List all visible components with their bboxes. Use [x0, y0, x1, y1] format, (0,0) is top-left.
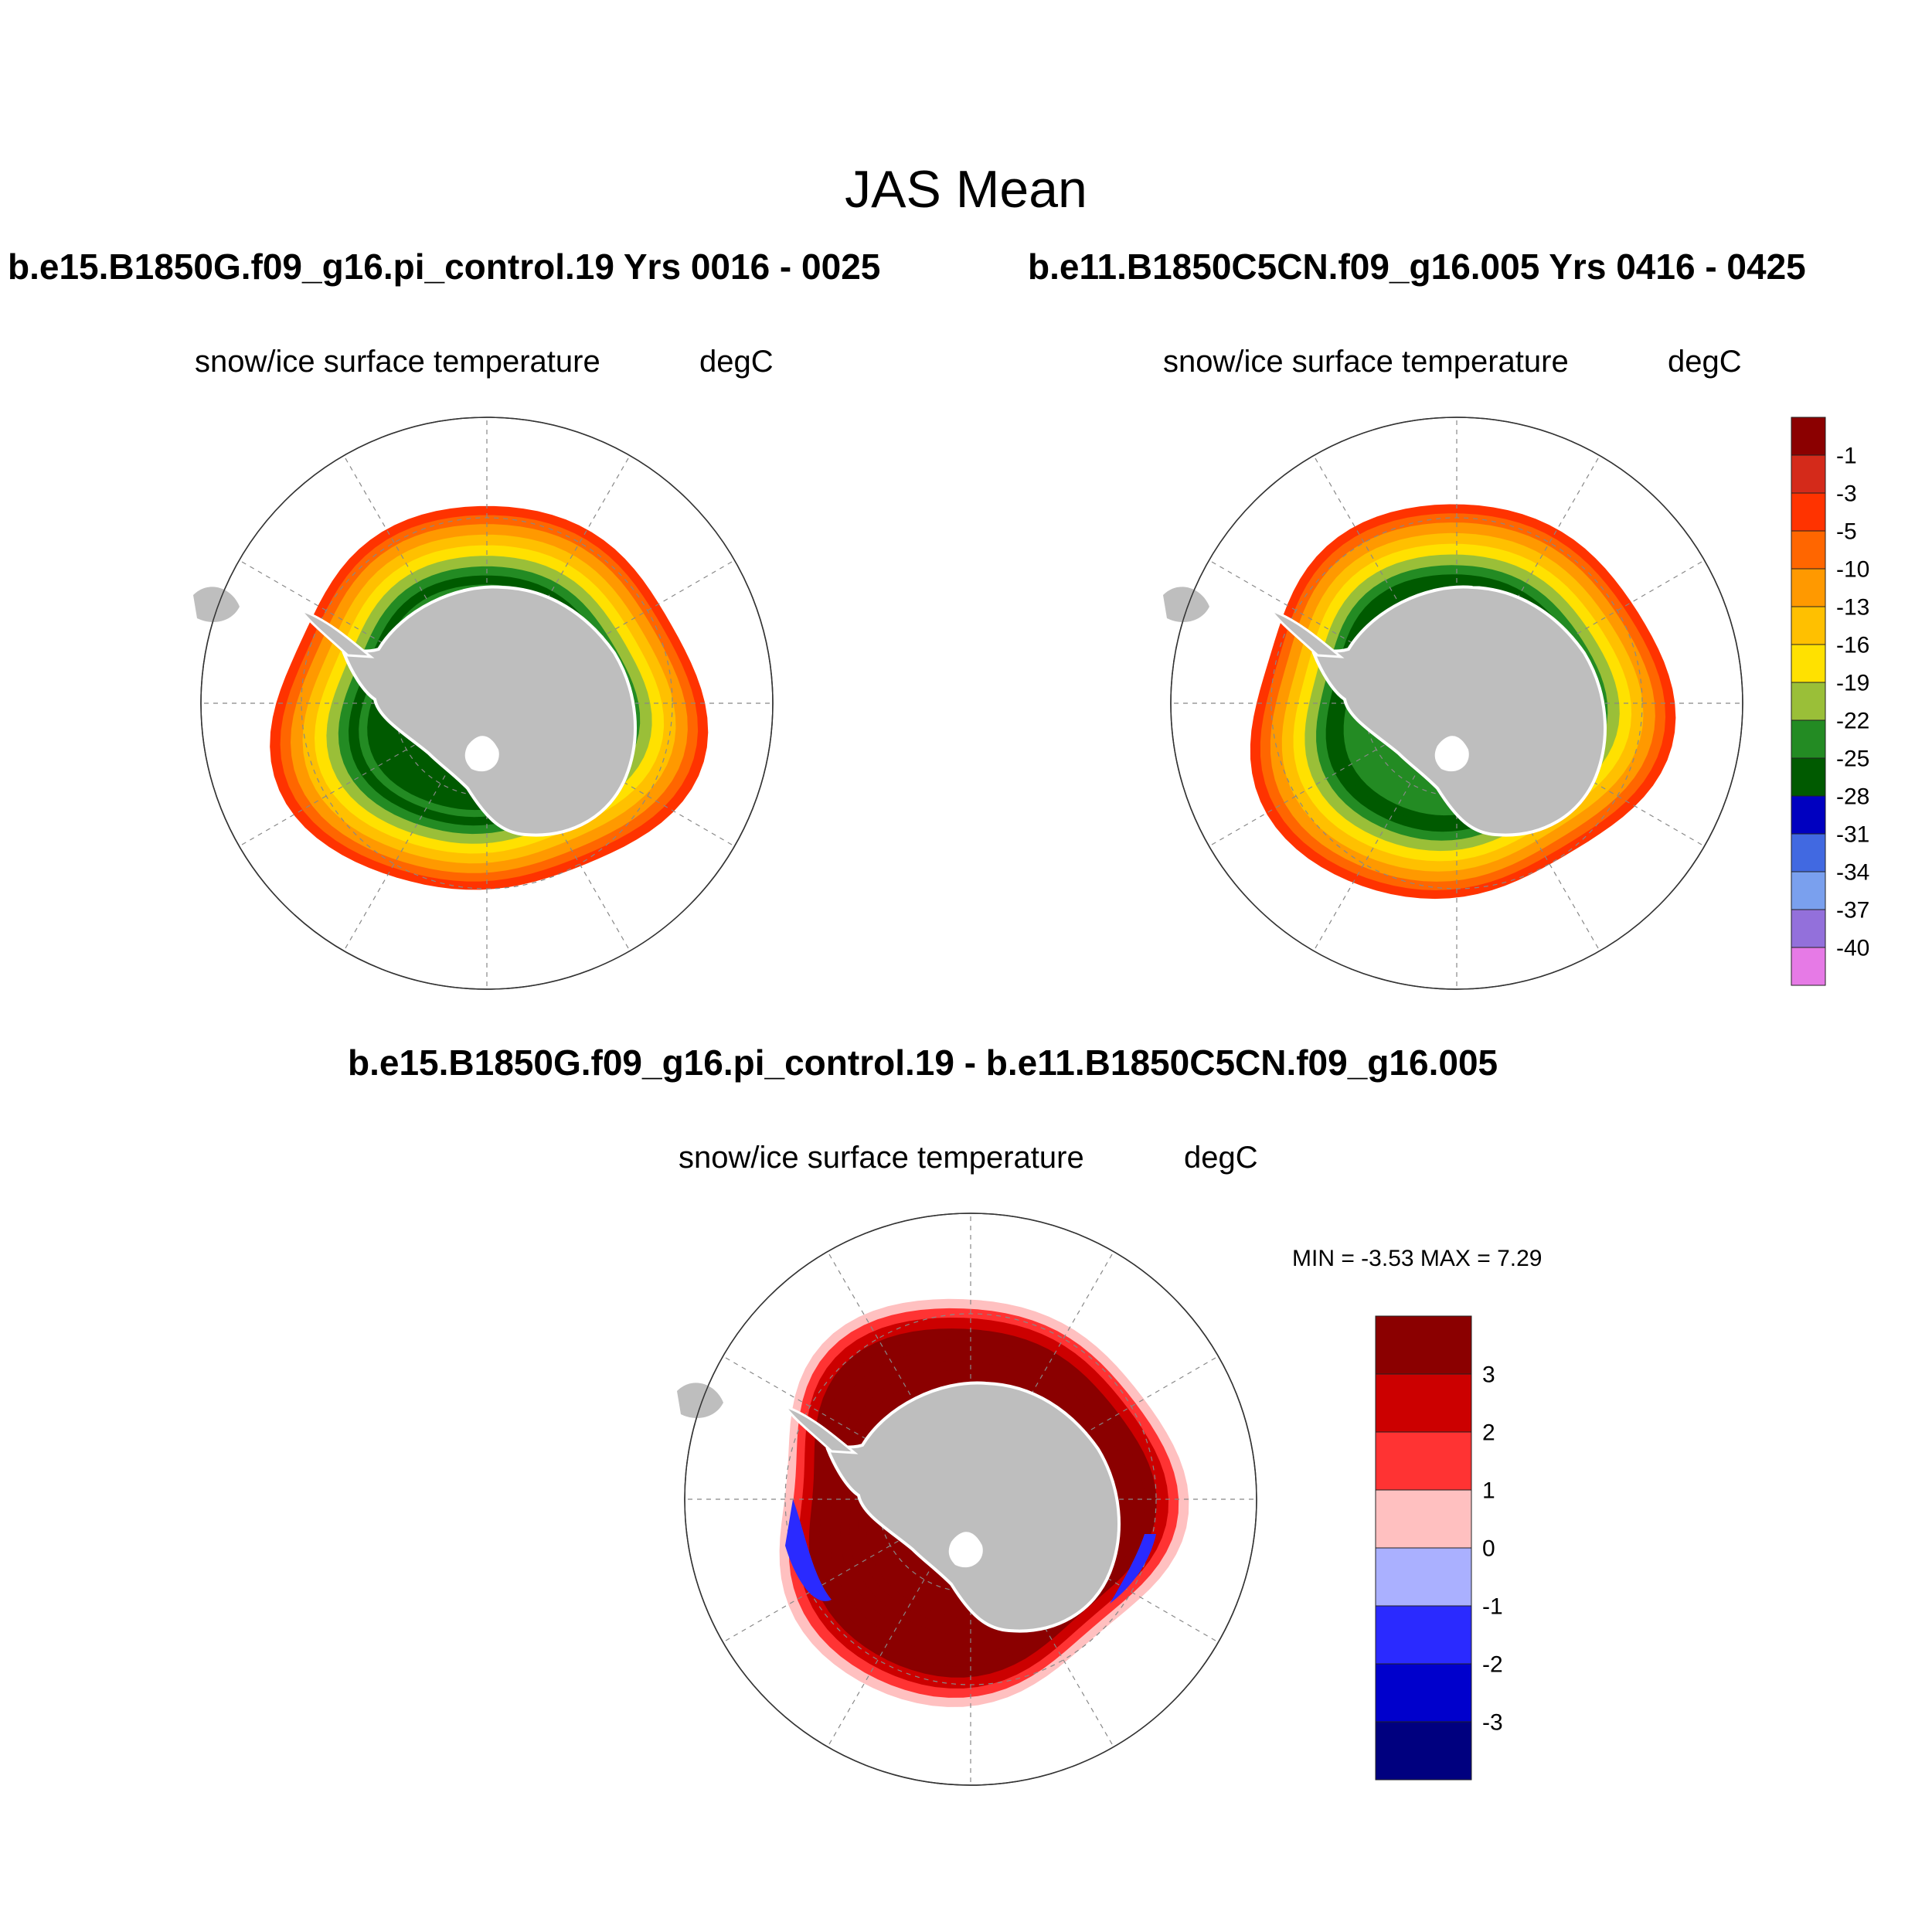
colorbar-swatch [1791, 909, 1826, 948]
colorbar-swatch [1375, 1605, 1472, 1665]
panel-2-polar-map [1163, 417, 1743, 990]
panel-1-polar-map [193, 417, 774, 990]
panel-1-variable-label: snow/ice surface temperature [195, 345, 600, 379]
colorbar-swatch [1791, 568, 1826, 607]
antarctic-peninsula [298, 608, 375, 658]
negative-anomaly-region [785, 1499, 832, 1601]
colorbar-tick-label: 0 [1482, 1536, 1495, 1562]
antarctica-land [342, 585, 637, 837]
colorbar-swatch [1791, 757, 1826, 797]
colorbar-tick-label: -34 [1836, 860, 1869, 886]
colorbar-tick-label: 3 [1482, 1362, 1495, 1388]
south-america-land [1163, 587, 1209, 622]
colorbar-tick-label: -1 [1482, 1594, 1503, 1620]
colorbar-tick-label: -5 [1836, 519, 1857, 545]
panel-2-case-title: b.e11.B1850C5CN.f09_g16.005 Yrs 0416 - 0… [1028, 247, 1806, 287]
colorbar-tick-label: -40 [1836, 936, 1869, 961]
panel-2-units-label: degC [1668, 345, 1742, 379]
map-outline [200, 417, 774, 990]
colorbar-tick-label: -25 [1836, 747, 1869, 772]
diff-polar-map [677, 1213, 1257, 1786]
south-america-land [193, 587, 240, 622]
antarctic-peninsula [1268, 608, 1345, 658]
diff-minmax-label: MIN = -3.53 MAX = 7.29 [1292, 1246, 1543, 1271]
colorbar-tick-label: -3 [1836, 481, 1857, 507]
colorbar-tick-label: -37 [1836, 898, 1869, 923]
colorbar-swatch [1791, 833, 1826, 872]
figure-title: JAS Mean [845, 160, 1087, 219]
ice-shelf [1434, 736, 1469, 772]
colorbar-swatch [1791, 719, 1826, 759]
colorbar-tick-label: 2 [1482, 1420, 1495, 1446]
antarctica-land [825, 1381, 1121, 1633]
colorbar-swatch [1375, 1721, 1472, 1781]
colorbar-tick-label: -31 [1836, 822, 1869, 848]
diff-panel-variable-label: snow/ice surface temperature [679, 1141, 1084, 1175]
colorbar-tick-label: -2 [1482, 1652, 1503, 1678]
colorbar-tick-label: 1 [1482, 1478, 1495, 1504]
colorbar-tick-label: -16 [1836, 633, 1869, 658]
map-outline [684, 1213, 1257, 1786]
antarctica-land [1311, 585, 1607, 837]
colorbar-tick-label: -1 [1836, 444, 1857, 469]
antarctic-peninsula [782, 1404, 859, 1454]
colorbar-swatch [1791, 606, 1826, 645]
map-outline [1170, 417, 1743, 990]
colorbar-swatch [1791, 492, 1826, 532]
south-america-land [677, 1383, 723, 1418]
colorbar-swatch [1791, 530, 1826, 570]
colorbar-swatch [1375, 1489, 1472, 1549]
difference-colorbar: 3 2 1 0 -1 -2 -3 [1375, 1315, 1503, 1781]
colorbar-swatch [1375, 1663, 1472, 1723]
colorbar-swatch [1791, 417, 1826, 456]
colorbar-tick-label: -10 [1836, 557, 1869, 583]
panel-2-variable-label: snow/ice surface temperature [1163, 345, 1569, 379]
colorbar-swatch [1791, 871, 1826, 910]
colorbar-swatch [1375, 1315, 1472, 1375]
temperature-colorbar: -1 -3 -5 -10 -13 -16 -19 -22 -25 -28 -31 -34 -37 -40 [1791, 417, 1869, 986]
colorbar-swatch [1791, 644, 1826, 683]
colorbar-swatch [1375, 1431, 1472, 1491]
colorbar-swatch [1375, 1547, 1472, 1607]
colorbar-tick-label: -13 [1836, 595, 1869, 621]
colorbar-tick-label: -28 [1836, 784, 1869, 810]
colorbar-swatch [1375, 1373, 1472, 1433]
negative-anomaly-region [1110, 1534, 1156, 1604]
colorbar-tick-label: -22 [1836, 709, 1869, 734]
colorbar-swatch [1791, 454, 1826, 494]
ice-shelf [948, 1532, 983, 1568]
ice-shelf [464, 736, 499, 772]
diff-panel-units-label: degC [1184, 1141, 1258, 1175]
colorbar-swatch [1791, 795, 1826, 835]
diff-panel-case-title: b.e15.B1850G.f09_g16.pi_control.19 - b.e… [348, 1043, 1498, 1083]
panel-1-units-label: degC [699, 345, 774, 379]
colorbar-tick-label: -19 [1836, 671, 1869, 696]
panel-1-case-title: b.e15.B1850G.f09_g16.pi_control.19 Yrs 0… [8, 247, 881, 287]
colorbar-swatch [1791, 947, 1826, 986]
colorbar-tick-label: -3 [1482, 1710, 1503, 1736]
colorbar-swatch [1791, 682, 1826, 721]
